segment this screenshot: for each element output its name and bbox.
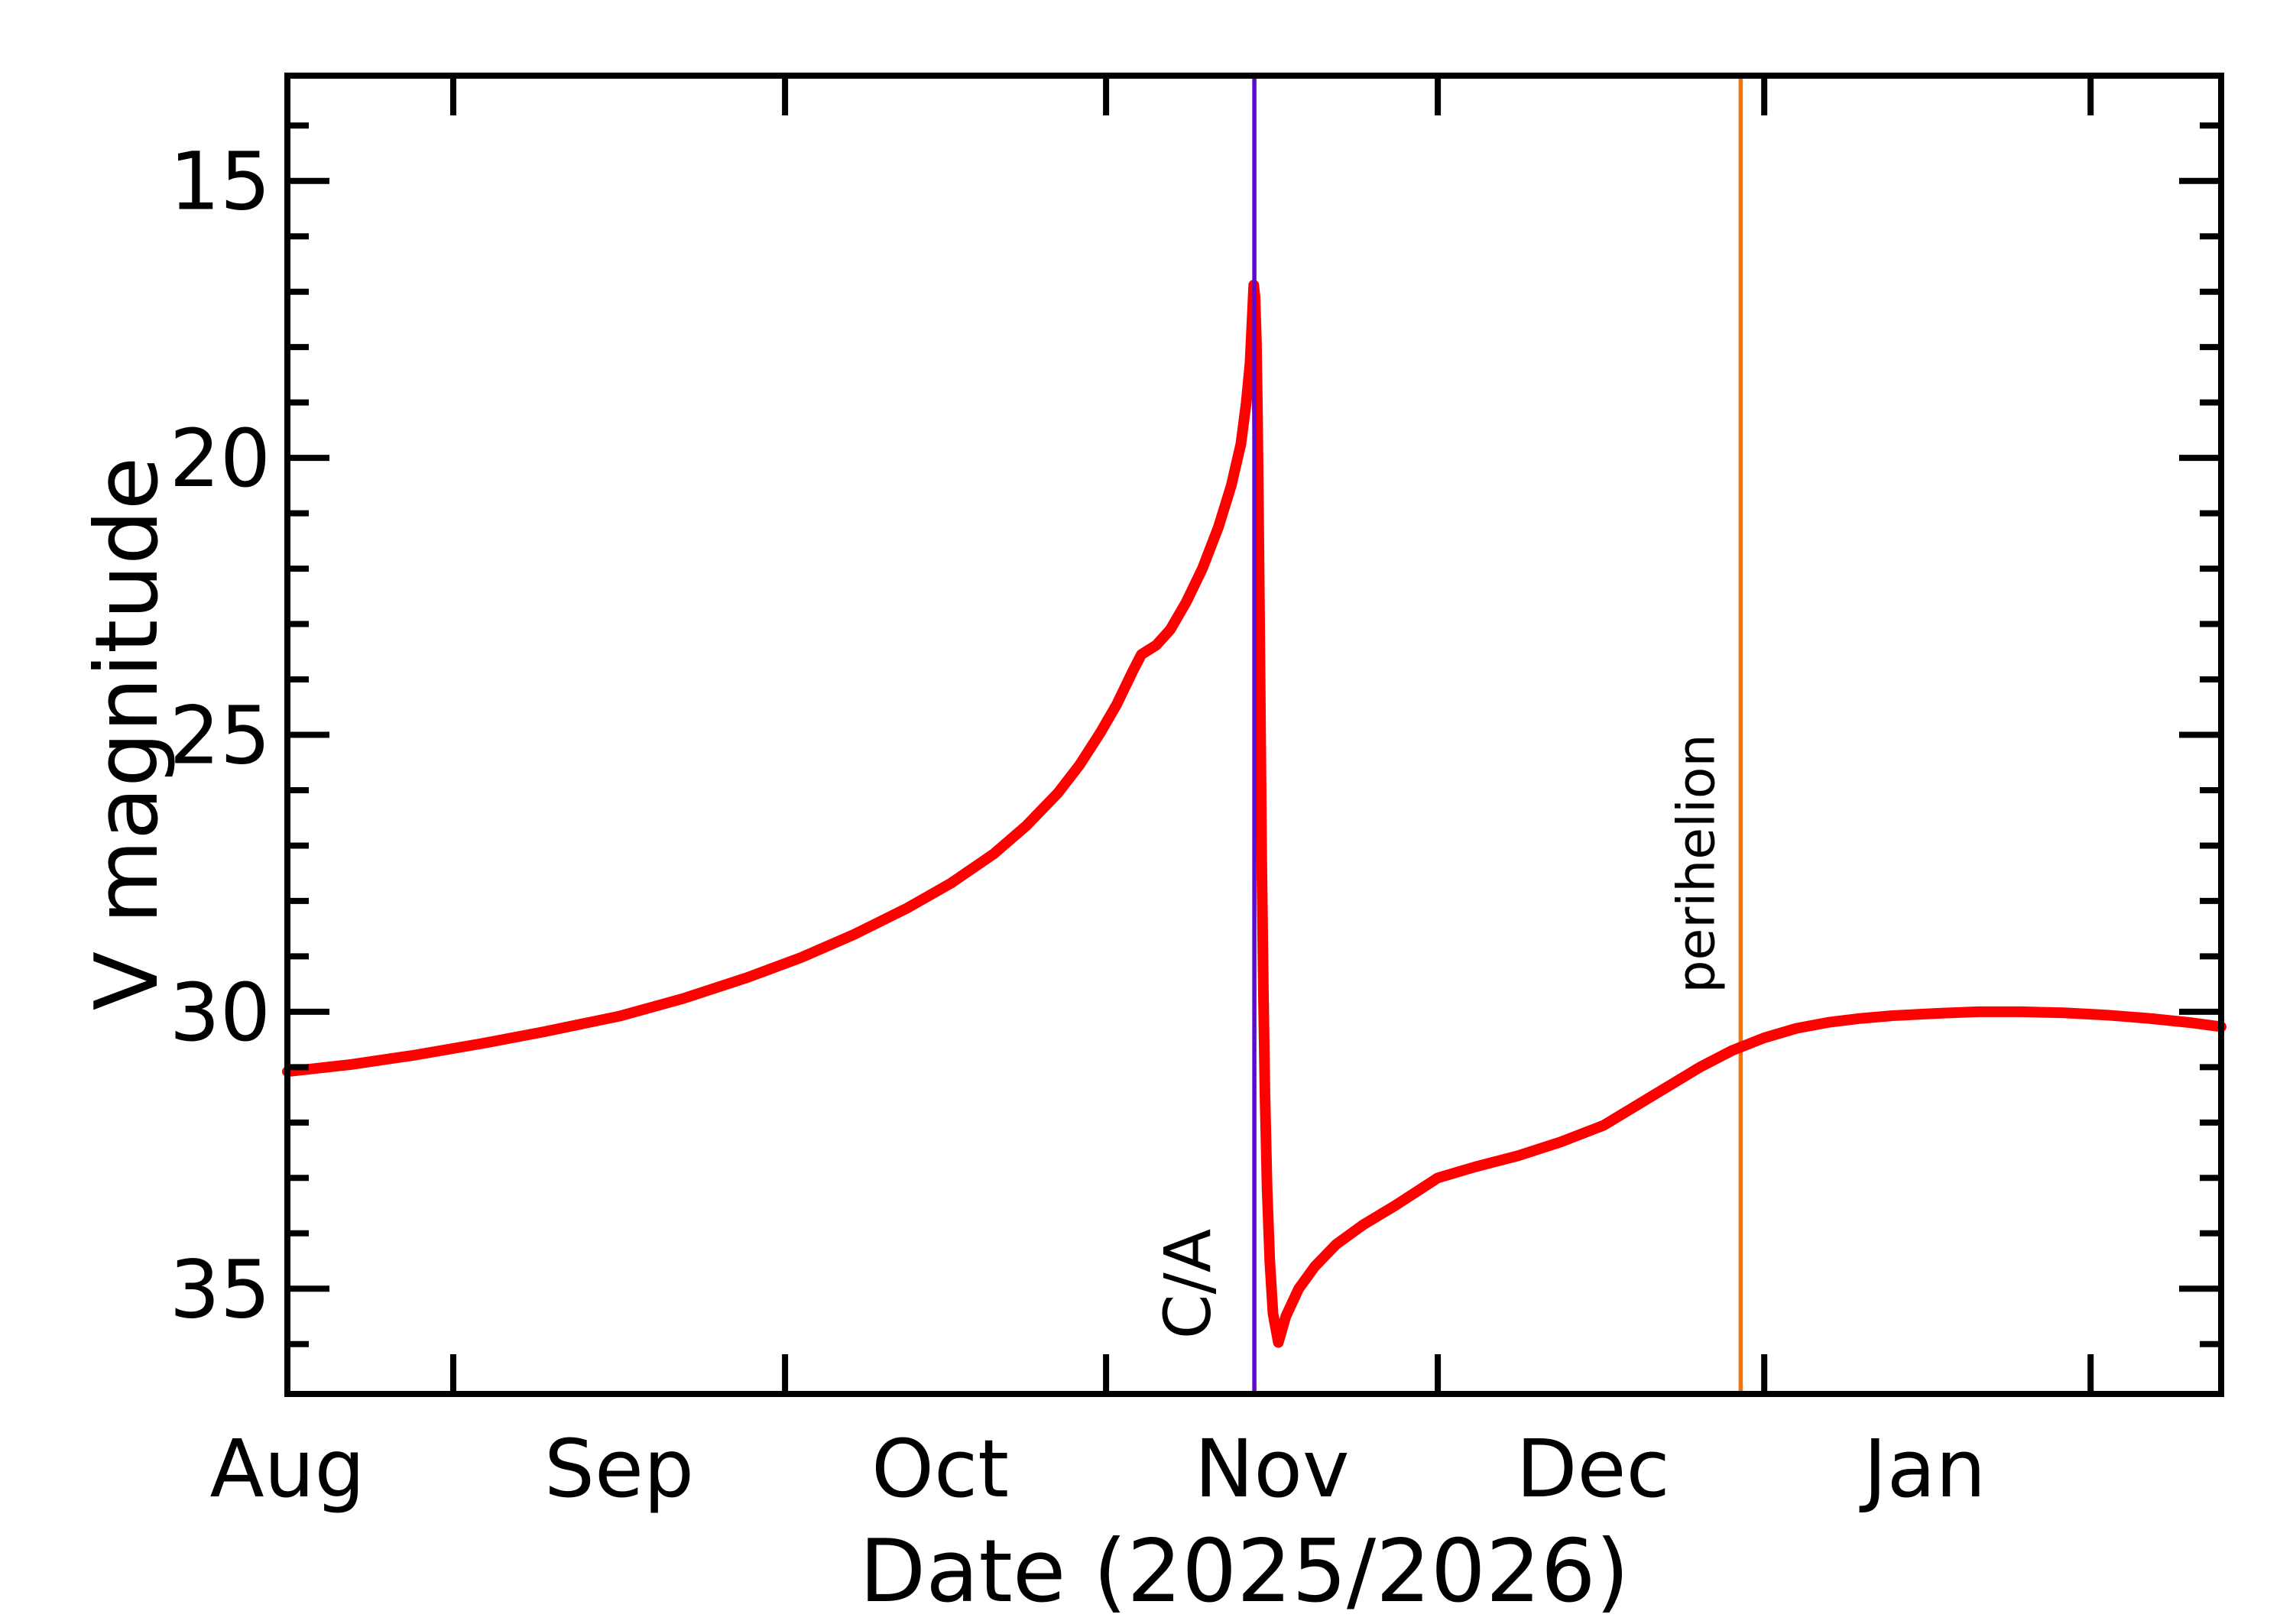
y-tick-label-35: 35 bbox=[170, 1243, 271, 1336]
y-axis-title: V magnitude bbox=[76, 457, 177, 1010]
light-curve-series bbox=[282, 280, 2227, 1348]
y-tick-label-30: 30 bbox=[170, 966, 271, 1059]
x-month-label-jan: Jan bbox=[1859, 1422, 1986, 1515]
y-tick-label-20: 20 bbox=[170, 412, 271, 505]
x-month-label-aug: Aug bbox=[209, 1422, 365, 1515]
close-approach-label: C/A bbox=[1150, 1229, 1225, 1339]
y-tick-label-25: 25 bbox=[170, 689, 271, 783]
perihelion-label: perihelion bbox=[1666, 734, 1727, 993]
x-month-label-dec: Dec bbox=[1516, 1422, 1669, 1515]
x-month-label-nov: Nov bbox=[1195, 1422, 1350, 1515]
x-month-label-oct: Oct bbox=[871, 1422, 1009, 1515]
y-tick-label-15: 15 bbox=[170, 135, 271, 229]
x-month-label-sep: Sep bbox=[544, 1422, 694, 1515]
x-axis-title: Date (2025/2026) bbox=[859, 1521, 1629, 1622]
